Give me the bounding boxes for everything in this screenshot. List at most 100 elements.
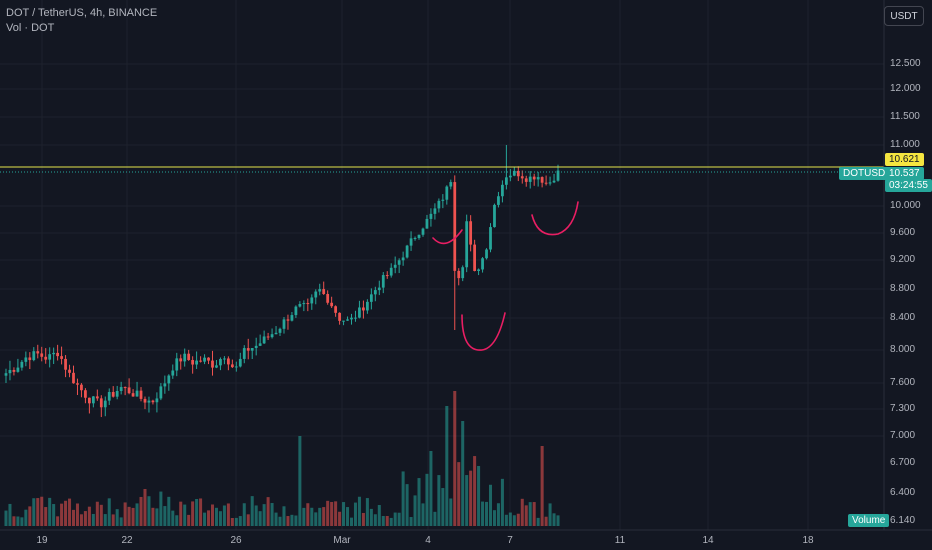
volume-bar — [262, 504, 266, 526]
price-tick-label: 6.140 — [890, 515, 916, 526]
last-price-tag: 10.537 — [885, 167, 924, 180]
volume-bar — [222, 505, 226, 526]
candle-body — [326, 294, 330, 303]
volume-bar — [4, 510, 8, 526]
time-tick-label: 19 — [36, 535, 48, 546]
candle-body — [107, 392, 111, 401]
volume-bar — [298, 436, 302, 526]
candle-body — [413, 237, 417, 239]
candle-body — [433, 208, 437, 214]
candle-body — [437, 200, 441, 209]
candle-body — [552, 180, 556, 183]
time-tick-label: 14 — [702, 535, 714, 546]
volume-bar — [413, 495, 417, 526]
candle-body — [362, 307, 365, 311]
candle-body — [493, 204, 496, 228]
volume-bar — [540, 446, 544, 526]
volume-bar — [119, 517, 123, 526]
volume-bar — [346, 507, 350, 526]
volume-bar — [512, 515, 516, 526]
volume-bar — [91, 513, 95, 526]
volume-bar — [508, 512, 512, 526]
volume-bar — [83, 511, 87, 526]
candle-body — [80, 384, 83, 391]
candle-body — [211, 360, 214, 368]
candle-body — [298, 304, 302, 307]
volume-bar — [405, 484, 409, 526]
volume-bar — [457, 462, 461, 526]
candle-body — [68, 369, 71, 373]
candle-body — [103, 400, 107, 408]
candle-body — [91, 396, 95, 404]
candle-body — [250, 348, 254, 351]
candle-body — [171, 370, 175, 376]
volume-bar — [381, 515, 385, 526]
volume-bar — [488, 484, 493, 526]
volume-bar — [425, 473, 429, 526]
candle-body — [207, 357, 210, 361]
candle-body — [195, 360, 199, 365]
candle-body — [4, 373, 8, 376]
time-tick-label: 4 — [425, 535, 431, 546]
volume-bar — [187, 514, 191, 526]
candle-body — [397, 260, 401, 265]
volume-bar — [393, 512, 397, 526]
currency-button[interactable]: USDT — [884, 6, 924, 26]
time-tick-label: 18 — [802, 535, 814, 546]
volume-bar — [107, 498, 111, 526]
candle-body — [52, 352, 56, 355]
candle-body — [266, 336, 270, 338]
volume-bar — [254, 505, 258, 526]
price-tick-label: 9.200 — [890, 254, 916, 265]
candle-body — [87, 397, 91, 404]
candle-body — [318, 289, 322, 292]
volume-bar — [171, 510, 175, 526]
volume-bar — [449, 498, 453, 526]
price-tick-label: 6.400 — [890, 487, 916, 498]
volume-bar — [389, 517, 393, 526]
candle-body — [242, 348, 246, 359]
volume-bar — [282, 506, 286, 526]
price-tick-label: 7.600 — [890, 377, 916, 388]
candle-body — [405, 245, 409, 258]
candle-body — [155, 398, 159, 403]
candle-body — [421, 228, 425, 235]
candle-body — [516, 170, 520, 177]
candle-body — [36, 351, 40, 354]
candle-body — [20, 361, 24, 368]
candle-body — [28, 357, 32, 361]
volume-bar — [417, 478, 421, 526]
candle-body — [12, 369, 16, 372]
candle-body — [199, 360, 202, 362]
symbol-title[interactable]: DOT / TetherUS, 4h, BINANCE — [6, 7, 158, 19]
volume-bar — [131, 507, 135, 526]
volume-bar — [8, 503, 12, 526]
candle-body — [556, 170, 560, 181]
volume-bar — [532, 502, 536, 526]
candle-body — [469, 221, 473, 245]
volume-bar — [477, 466, 481, 526]
volume-bar — [461, 421, 465, 526]
volume-bar — [473, 456, 477, 526]
candle-body — [151, 400, 155, 403]
volume-bar — [167, 496, 171, 526]
drawing-head — [461, 312, 506, 351]
volume-bar — [465, 475, 469, 526]
candle-body — [461, 267, 465, 279]
volume-bar — [123, 502, 127, 526]
volume-bar — [226, 503, 230, 526]
volume-bar — [334, 501, 338, 526]
volume-bar — [437, 475, 441, 526]
volume-bar — [214, 507, 218, 526]
candle-body — [429, 213, 433, 219]
volume-indicator-title[interactable]: Vol · DOT — [6, 22, 55, 34]
candle-body — [528, 176, 532, 182]
volume-bar — [290, 514, 294, 526]
volume-bar — [369, 508, 373, 526]
volume-bar — [75, 503, 79, 526]
hand-drawn-annotations[interactable] — [432, 201, 579, 351]
candle-countdown: 03:24:55 — [885, 179, 932, 192]
candle-body — [310, 297, 314, 304]
volume-bar — [159, 491, 163, 526]
